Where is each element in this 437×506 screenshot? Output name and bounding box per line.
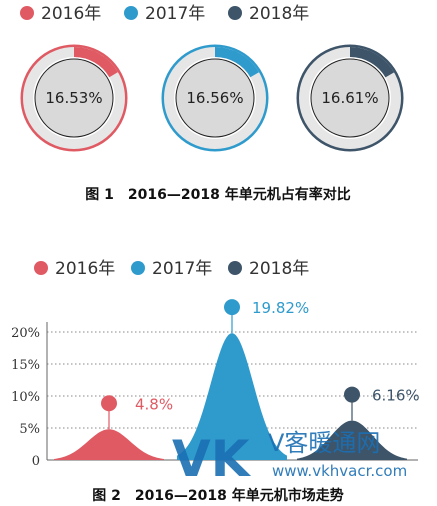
ring-arc-2017 (214, 47, 259, 78)
fig1-legend: 2016年 2017年 2018年 (20, 4, 309, 24)
fig2-legend: 2016年 2017年 2018年 (34, 259, 309, 279)
y-tick-label: 20% (11, 326, 40, 341)
fig1-rings: 16.53% 16.56% 16.61% (20, 44, 404, 152)
legend-label-2016: 2016年 (41, 4, 101, 24)
peak-2017年 (177, 333, 287, 460)
legend-marker-2017 (124, 6, 138, 20)
fig2-caption: 图 2 2016—2018 年单元机市场走势 (92, 487, 343, 504)
legend-marker-2016 (20, 6, 34, 20)
y-tick-label: 15% (11, 358, 40, 373)
peak-2018年 (297, 420, 407, 460)
legend-label-2018: 2018年 (249, 259, 309, 279)
ring-value-label-2018: 16.61% (321, 89, 378, 107)
watermark-text: V客暖通网 (268, 429, 380, 457)
legend-label-2017: 2017年 (145, 4, 205, 24)
legend-label-2018: 2018年 (249, 4, 309, 24)
marker-dot (344, 386, 360, 403)
peak-2016年 (54, 429, 164, 460)
data-label: 4.8% (135, 395, 173, 413)
ring-center-2016 (34, 58, 114, 138)
data-label: 19.82% (252, 299, 309, 317)
marker-dot (224, 299, 240, 316)
ring-center-2018 (310, 58, 390, 138)
ring-center-2017 (175, 58, 255, 138)
y-tick-label: 5% (19, 422, 40, 437)
y-tick-label: 0 (32, 454, 40, 469)
legend-label-2017: 2017年 (152, 259, 212, 279)
ring-value-label-2016: 16.53% (45, 89, 102, 107)
legend-label-2016: 2016年 (55, 259, 115, 279)
ring-value-label-2017: 16.56% (186, 89, 243, 107)
ring-outline-2016 (20, 44, 128, 152)
ring-outline-2017 (161, 44, 269, 152)
data-label: 6.16% (372, 387, 420, 405)
watermark-url: www.vkhvacr.com (272, 462, 407, 480)
ring-arc-2018 (349, 47, 395, 78)
fig1-caption: 图 1 2016—2018 年单元机占有率对比 (85, 186, 350, 203)
fig2-chart: 0 5% 10% 15% 20% 4.8% 19.82% 6.16% (11, 299, 420, 469)
ring-arc-2016 (73, 47, 118, 78)
watermark-logo: VK (172, 430, 252, 488)
ring-outline-2018 (296, 44, 404, 152)
legend-marker-2018 (228, 261, 242, 275)
legend-marker-2018 (228, 6, 242, 20)
legend-marker-2017 (131, 261, 145, 275)
watermark: VK V客暖通网 www.vkhvacr.com (172, 429, 407, 488)
marker-dot (101, 395, 117, 412)
legend-marker-2016 (34, 261, 48, 275)
y-tick-label: 10% (11, 390, 40, 405)
